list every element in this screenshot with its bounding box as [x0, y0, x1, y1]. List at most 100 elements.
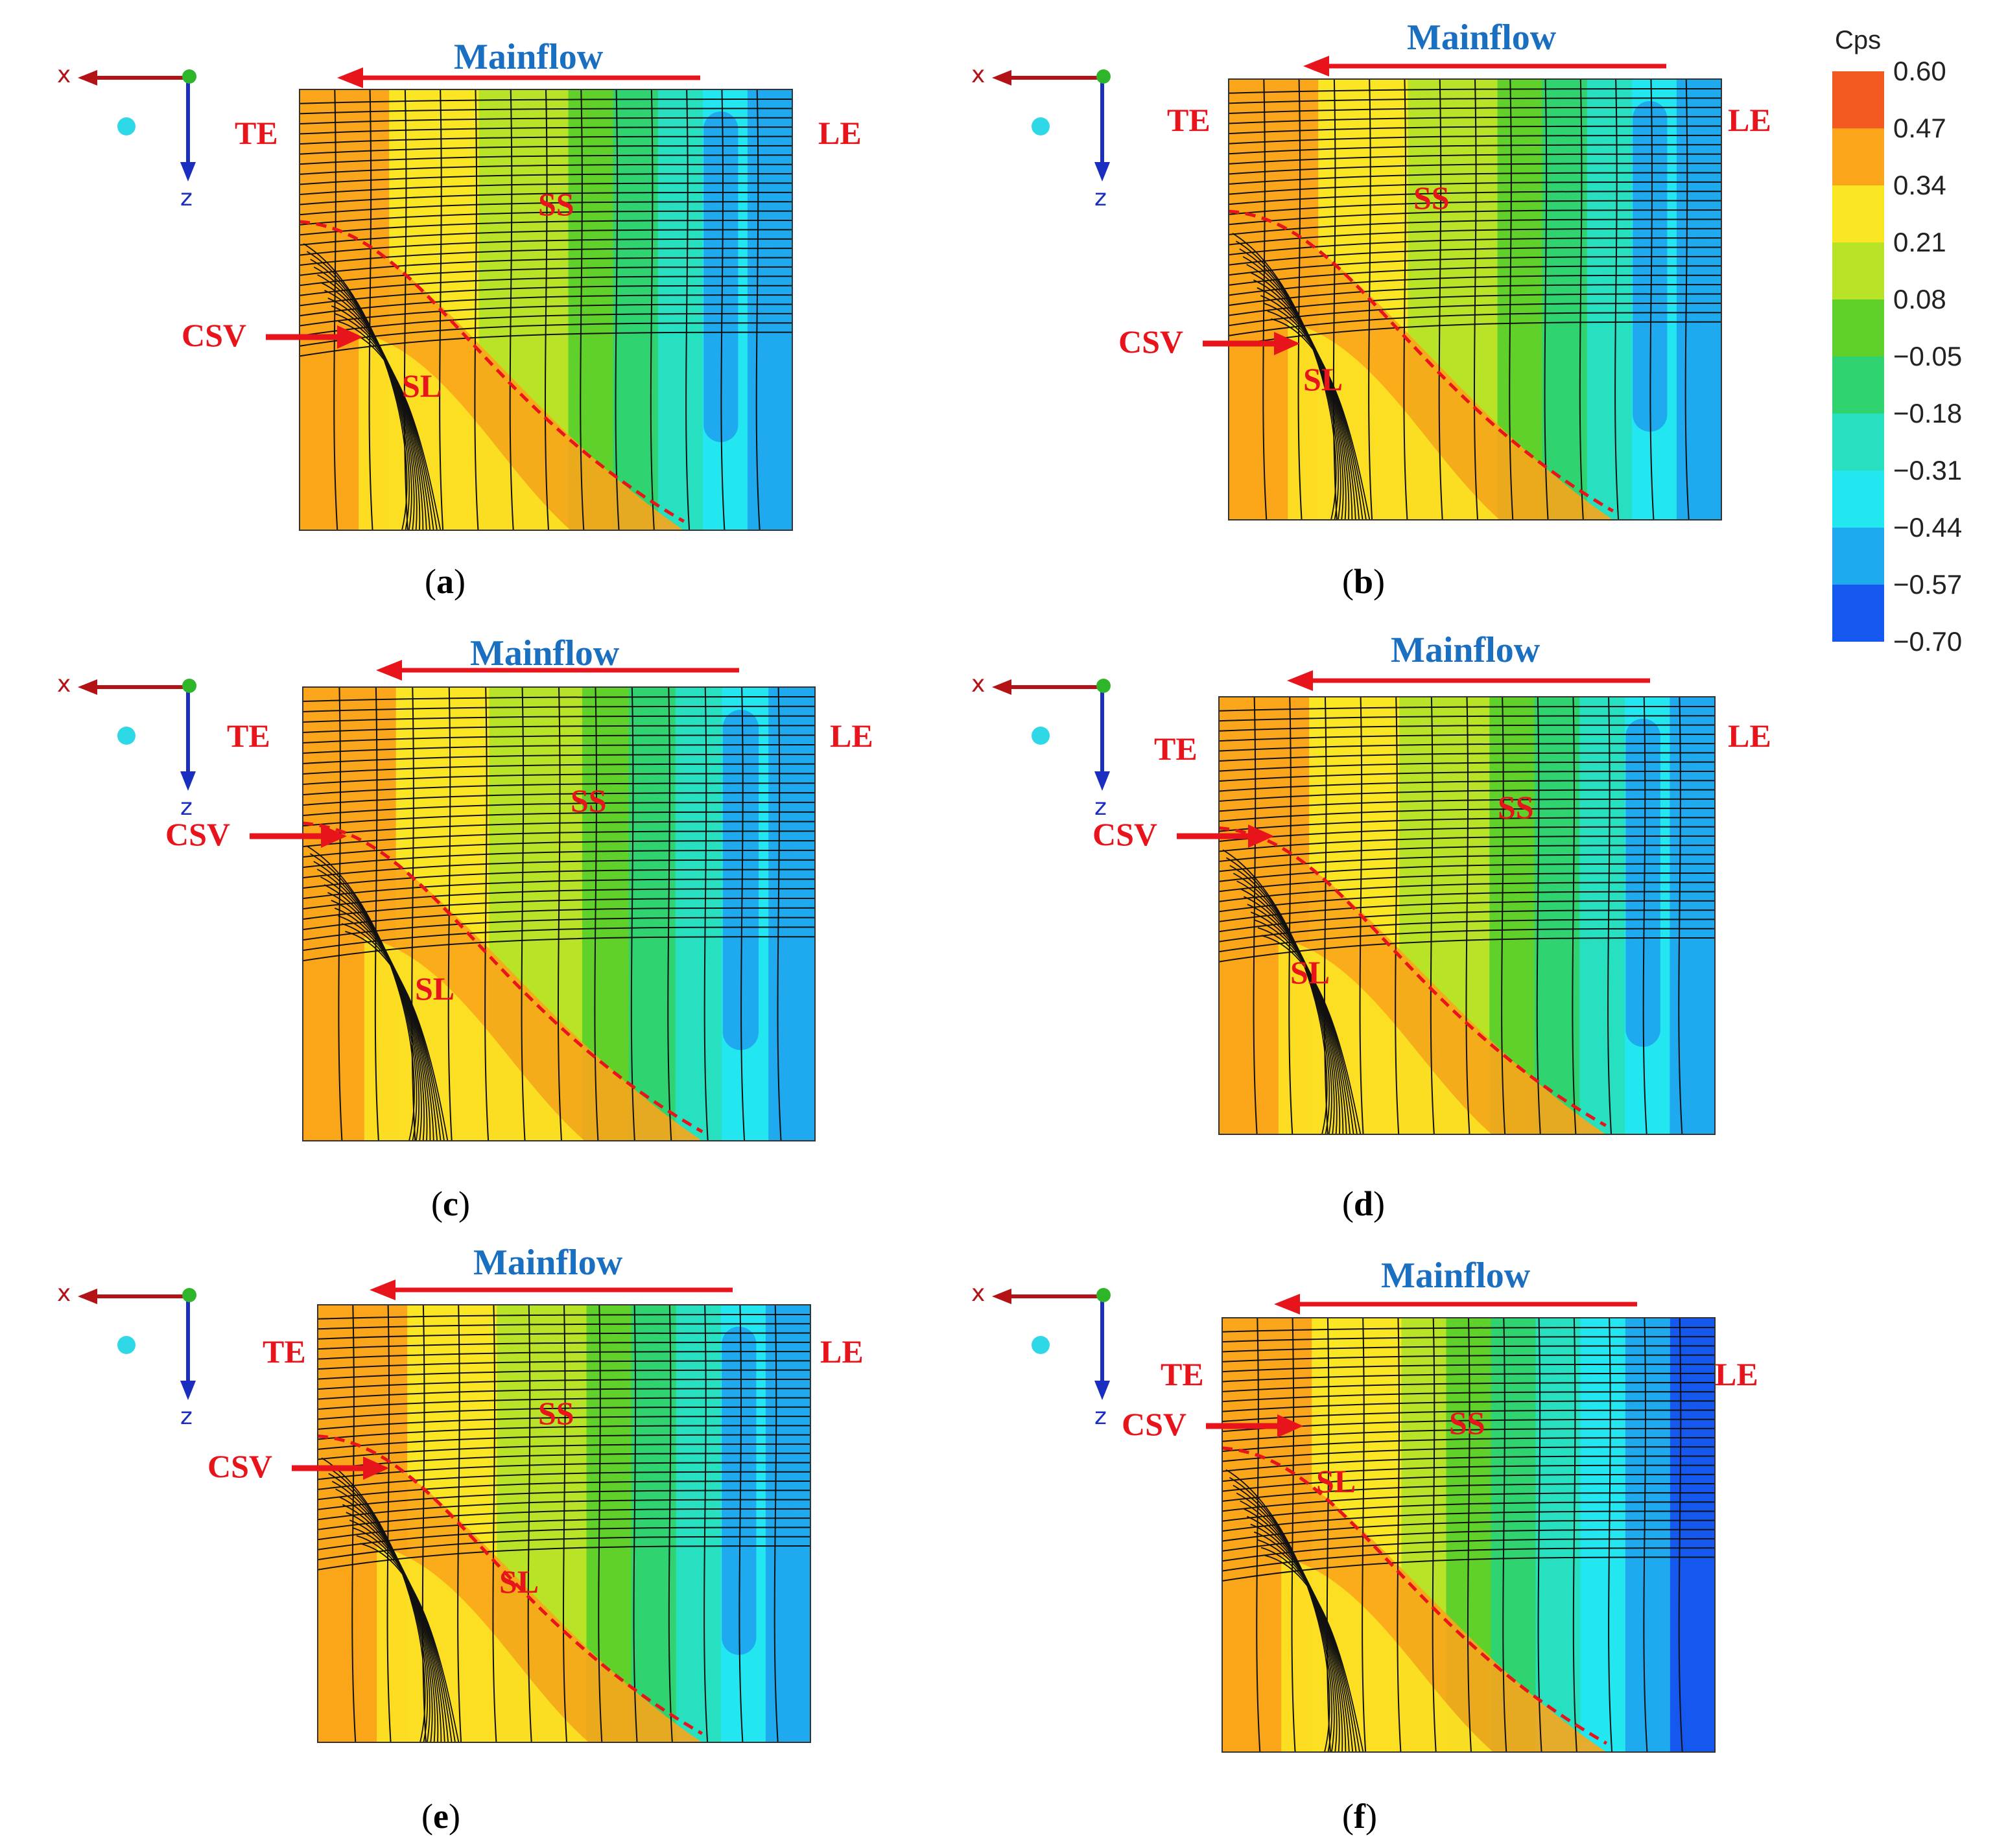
csv-arrow: [250, 825, 347, 848]
separated-streamline: [1247, 1515, 1347, 1753]
contour-line: [1678, 696, 1683, 1135]
streamline: [1218, 891, 1716, 913]
streamline: [1218, 872, 1716, 893]
streamline: [1228, 255, 1722, 276]
panel-caption: (d): [1342, 1186, 1385, 1221]
contour-line: [421, 1304, 427, 1743]
streamline: [1218, 835, 1716, 852]
streamline: [1222, 1345, 1716, 1353]
z-axis-head: [1094, 162, 1110, 181]
streamline: [302, 696, 816, 702]
colorbar-swatch: [1832, 185, 1884, 243]
contour-line: [1572, 696, 1577, 1135]
separated-streamline: [303, 243, 408, 531]
contour-line: [1509, 78, 1514, 520]
y-axis-dot: [182, 679, 196, 693]
contour-line: [1465, 696, 1470, 1135]
contour-line: [1579, 78, 1584, 520]
streamline: [1222, 1391, 1716, 1403]
contour-line: [457, 1304, 462, 1743]
separation-line: [1228, 209, 1614, 513]
contour-line: [1323, 696, 1328, 1135]
streamline: [302, 936, 816, 962]
streamline: [1222, 1556, 1716, 1582]
streamline: [1218, 780, 1716, 792]
origin-ball: [117, 117, 136, 135]
streamline: [317, 1406, 811, 1420]
contour-line: [630, 686, 635, 1141]
te-label: TE: [263, 1333, 306, 1370]
contour-line: [668, 1304, 673, 1743]
streamline: [1222, 1409, 1716, 1423]
contour-line: [1359, 696, 1364, 1135]
streamline: [1228, 218, 1722, 235]
contour-line: [351, 1304, 357, 1743]
colorbar-tick-label: 0.21: [1893, 227, 1946, 257]
streamline: [1218, 733, 1716, 742]
contour-line: [1256, 1317, 1261, 1753]
separated-streamline: [327, 298, 427, 531]
separated-streamline: [346, 1512, 445, 1743]
streamline: [1218, 743, 1716, 752]
streamline: [302, 926, 816, 952]
axis-triad: [78, 69, 196, 181]
streamline: [302, 849, 816, 869]
streamline: [302, 840, 816, 858]
separated-streamline: [342, 1504, 442, 1743]
streamline: [317, 1416, 811, 1431]
le-label: LE: [1728, 718, 1771, 754]
streamline: [317, 1397, 811, 1410]
separated-streamline: [317, 274, 418, 531]
streamline: [1222, 1437, 1716, 1453]
contour-line: [1536, 696, 1541, 1135]
colorbar-tick-label: 0.08: [1893, 284, 1946, 314]
contour-line: [1649, 78, 1655, 520]
streamline: [1218, 706, 1716, 712]
streamline: [1228, 144, 1722, 155]
contour-line: [1467, 1317, 1472, 1753]
contour-line: [544, 89, 549, 531]
contour-line: [562, 1304, 567, 1743]
streamline: [1222, 1327, 1716, 1333]
contour-line: [492, 1304, 497, 1743]
streamline: [299, 201, 793, 216]
streamline: [1228, 116, 1722, 124]
contour-line: [1362, 1317, 1367, 1753]
csv-arrow: [292, 1456, 389, 1480]
separated-streamline: [310, 259, 412, 531]
te-label: TE: [235, 115, 278, 151]
streamline: [1222, 1473, 1716, 1492]
streamline: [299, 229, 793, 246]
csv-arrow: [266, 325, 363, 349]
x-axis-head: [78, 679, 97, 695]
streamline: [1228, 106, 1722, 114]
colorbar-swatch: [1832, 299, 1884, 357]
csv-arrow-head: [1277, 1414, 1303, 1438]
x-axis-head: [78, 1289, 97, 1304]
caption-paren-close: ): [453, 562, 466, 601]
streamline: [1222, 1382, 1716, 1392]
separated-streamline: [313, 266, 415, 531]
le-label: LE: [830, 718, 873, 754]
mainflow-arrow: [1274, 1294, 1637, 1315]
streamline: [317, 1462, 811, 1480]
mainflow-arrow: [370, 1280, 733, 1300]
streamline: [1222, 1519, 1716, 1542]
separated-streamline: [324, 1465, 428, 1743]
mainflow-arrow: [1303, 56, 1666, 76]
separation-line: [299, 220, 685, 523]
streamline: [317, 1351, 811, 1360]
sl-label: SL: [1316, 1463, 1356, 1499]
contour-line: [1368, 78, 1373, 520]
contour-line: [403, 89, 408, 531]
separated-streamline: [328, 1473, 431, 1743]
contour-line: [703, 686, 709, 1141]
streamline: [1228, 97, 1722, 104]
streamline: [317, 1332, 811, 1340]
streamline: [299, 126, 793, 135]
csv-arrow-head: [321, 825, 347, 848]
panel-caption: (e): [421, 1799, 460, 1834]
separated-streamline: [335, 1488, 436, 1743]
mainflow-arrow-head: [1303, 56, 1329, 76]
csv-arrow: [1206, 1414, 1303, 1438]
